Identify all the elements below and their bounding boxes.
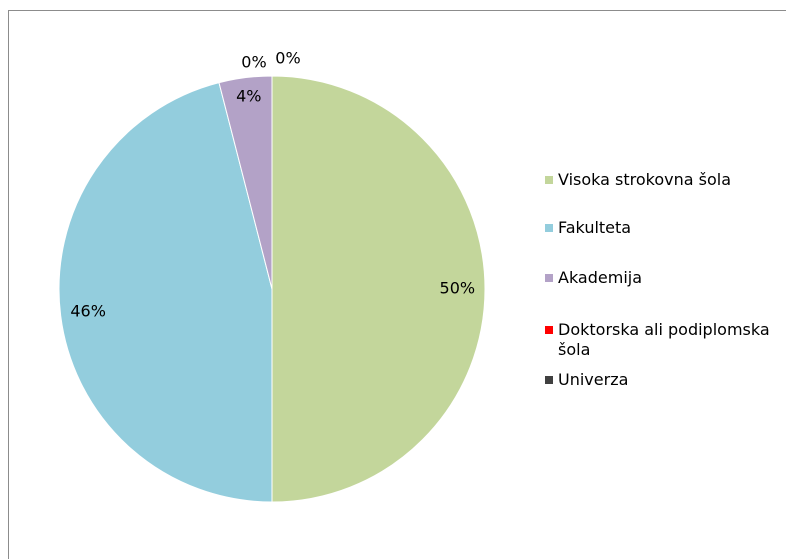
legend-swatch [545, 224, 553, 232]
chart-frame [8, 10, 786, 559]
data-label: 0% [275, 49, 300, 68]
legend-swatch [545, 176, 553, 184]
legend-item: Akademija [545, 268, 781, 288]
legend-item: Doktorska ali podiplomska šola [545, 320, 781, 360]
legend-item: Fakulteta [545, 218, 781, 238]
legend-item: Visoka strokovna šola [545, 170, 781, 190]
legend-label: Fakulteta [558, 218, 632, 237]
data-label: 50% [440, 279, 476, 298]
legend-item: Univerza [545, 370, 781, 390]
legend-swatch [545, 376, 553, 384]
legend-label: Akademija [558, 268, 643, 287]
legend-label: Univerza [558, 370, 629, 389]
legend-swatch [545, 326, 553, 334]
data-label: 46% [70, 302, 106, 321]
data-label: 0% [241, 53, 266, 72]
pie-slice [58, 82, 273, 503]
data-label: 4% [236, 87, 261, 106]
legend-label: Visoka strokovna šola [558, 170, 732, 189]
legend-swatch [545, 274, 553, 282]
legend-label: Doktorska ali podiplomska šola [558, 320, 770, 359]
pie-slice [271, 75, 486, 503]
